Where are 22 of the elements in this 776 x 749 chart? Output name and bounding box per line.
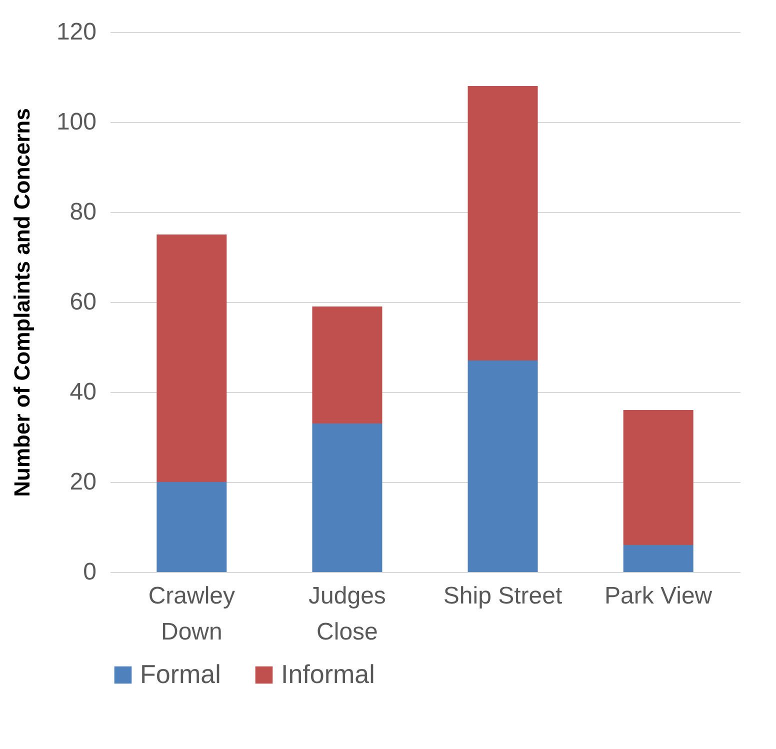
bar xyxy=(156,482,227,572)
bar xyxy=(312,306,382,424)
y-tick-label: 120 xyxy=(56,18,96,46)
y-tick-label: 100 xyxy=(56,108,96,136)
bar xyxy=(468,86,538,360)
x-tick-label: Judges Close xyxy=(308,582,386,646)
y-axis-title: Number of Complaints and Concerns xyxy=(9,108,34,497)
y-tick-label: 0 xyxy=(83,558,96,586)
bar xyxy=(156,234,227,482)
bar xyxy=(623,410,694,545)
y-tick-label: 80 xyxy=(70,198,96,226)
bar xyxy=(623,545,694,572)
y-tick-label: 40 xyxy=(70,378,96,406)
x-tick-label: Ship Street xyxy=(443,582,562,610)
bar xyxy=(468,360,538,572)
y-tick-label: 60 xyxy=(70,288,96,316)
x-tick-label: Park View xyxy=(604,582,713,610)
x-tick-label: Crawley Down xyxy=(148,582,236,646)
y-tick-label: 20 xyxy=(70,468,96,496)
legend-label: Formal xyxy=(140,659,221,689)
bar xyxy=(312,424,382,572)
legend-label: Informal xyxy=(281,659,375,689)
